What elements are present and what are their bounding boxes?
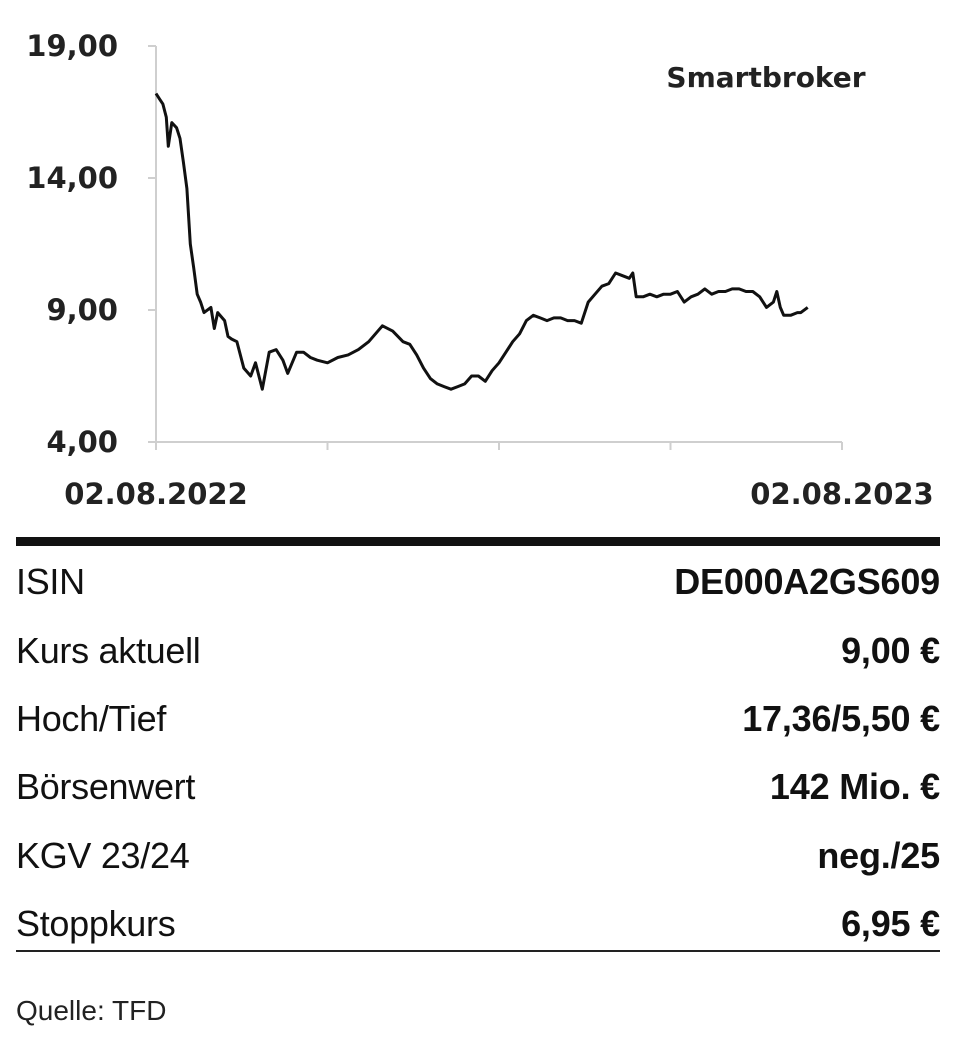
row-value: 17,36/5,50 € — [742, 698, 940, 739]
y-axis-ticks: 4,00 9,00 14,00 19,00 — [26, 29, 156, 459]
table-row-hoch-tief: Hoch/Tief 17,36/5,50 € — [16, 689, 940, 749]
price-chart: 4,00 9,00 14,00 19,00 Smartbroker 02.08.202… — [26, 29, 933, 511]
table-row-kgv: KGV 23/24 neg./25 — [16, 826, 940, 886]
x-tick-label-start: 02.08.2022 — [64, 477, 247, 511]
row-label: ISIN — [16, 561, 85, 602]
row-value: DE000A2GS609 — [674, 561, 940, 602]
price-line — [154, 92, 809, 391]
y-tick-label: 14,00 — [26, 161, 118, 195]
chart-title: Smartbroker — [666, 61, 865, 94]
row-label: Kurs aktuell — [16, 630, 201, 671]
row-label: Stoppkurs — [16, 903, 176, 944]
row-value: 142 Mio. € — [769, 766, 940, 807]
row-value: 9,00 € — [841, 630, 940, 671]
y-tick-label: 19,00 — [26, 29, 118, 63]
table-row-kurs: Kurs aktuell 9,00 € — [16, 621, 940, 681]
row-label: Börsenwert — [16, 766, 196, 807]
source-note: Quelle: TFD — [16, 995, 167, 1026]
table-row-stoppkurs: Stoppkurs 6,95 € — [16, 894, 940, 954]
x-axis-ticks — [155, 442, 843, 450]
row-value: neg./25 — [817, 835, 940, 876]
header-rule — [16, 537, 940, 546]
table-row-isin: ISIN DE000A2GS609 — [16, 552, 940, 612]
x-tick-label-end: 02.08.2023 — [750, 477, 933, 511]
row-value: 6,95 € — [841, 903, 940, 944]
y-tick-label: 9,00 — [46, 293, 118, 327]
row-label: KGV 23/24 — [16, 835, 190, 876]
footer-rule — [16, 950, 940, 952]
row-label: Hoch/Tief — [16, 698, 167, 739]
y-tick-label: 4,00 — [46, 425, 118, 459]
table-row-boersenwert: Börsenwert 142 Mio. € — [16, 757, 940, 817]
